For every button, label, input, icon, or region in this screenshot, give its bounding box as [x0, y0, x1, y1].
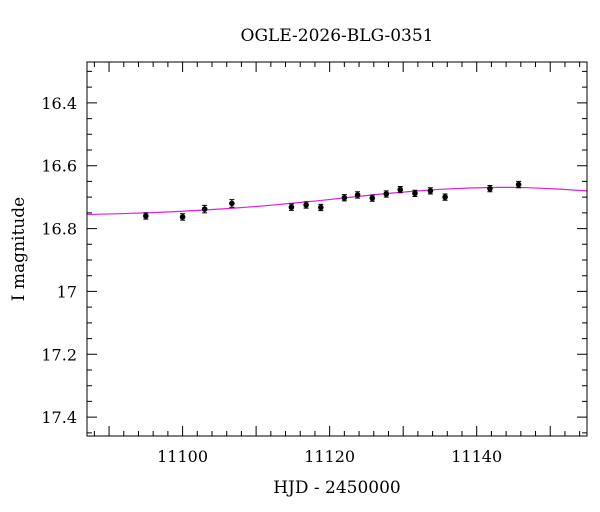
y-tick-label: 17.2 — [41, 345, 77, 364]
data-point-marker — [341, 194, 348, 201]
tick-labels-group: 11100 11120 11140 16.4 16.6 16.8 17 17.2 17.4 — [41, 94, 502, 466]
x-axis-label: HJD - 2450000 — [273, 478, 401, 498]
data-point — [201, 204, 208, 214]
data-point — [229, 199, 235, 208]
data-point-marker — [383, 191, 390, 197]
data-point-marker — [369, 195, 376, 201]
data-point-marker — [201, 206, 208, 212]
x-tick-label: 11100 — [157, 447, 208, 466]
y-tick-label: 16.6 — [41, 157, 77, 176]
data-point — [354, 191, 361, 199]
data-point — [427, 187, 434, 195]
plot-frame — [86, 61, 588, 437]
y-tick-label: 16.4 — [41, 94, 77, 113]
data-point-marker — [412, 190, 418, 197]
data-point-marker — [143, 213, 149, 219]
y-axis-label: I magnitude — [9, 197, 29, 301]
data-point-marker — [397, 186, 404, 193]
data-point-marker — [303, 202, 309, 208]
data-point-marker — [487, 185, 493, 192]
data-point — [288, 203, 295, 211]
data-point — [397, 185, 404, 194]
data-point — [179, 213, 186, 221]
data-point — [318, 203, 324, 212]
data-point — [383, 190, 390, 198]
model-curve — [87, 186, 587, 216]
data-point-marker — [515, 181, 522, 188]
data-point-marker — [354, 192, 361, 198]
data-point — [341, 194, 348, 202]
data-point — [143, 212, 149, 220]
x-tick-label: 11120 — [304, 447, 355, 466]
data-point-marker — [318, 204, 324, 211]
y-tick-label: 17 — [57, 282, 77, 301]
data-points-group — [143, 180, 522, 221]
y-tick-label: 16.8 — [41, 220, 77, 239]
data-point — [412, 189, 418, 198]
data-point-marker — [179, 214, 186, 220]
data-point-marker — [442, 194, 448, 200]
chart-title: OGLE-2026-BLG-0351 — [241, 26, 434, 46]
data-point — [515, 180, 522, 189]
data-point-marker — [288, 204, 295, 210]
data-point-marker — [427, 188, 434, 194]
data-point — [303, 201, 309, 209]
y-tick-label: 17.4 — [41, 408, 77, 427]
data-point — [442, 193, 448, 201]
model-curve-group — [87, 186, 587, 216]
data-point — [369, 194, 376, 202]
x-tick-label: 11140 — [451, 447, 502, 466]
data-point — [487, 185, 493, 193]
data-point-marker — [229, 200, 235, 207]
axis-ticks-group — [87, 62, 587, 436]
